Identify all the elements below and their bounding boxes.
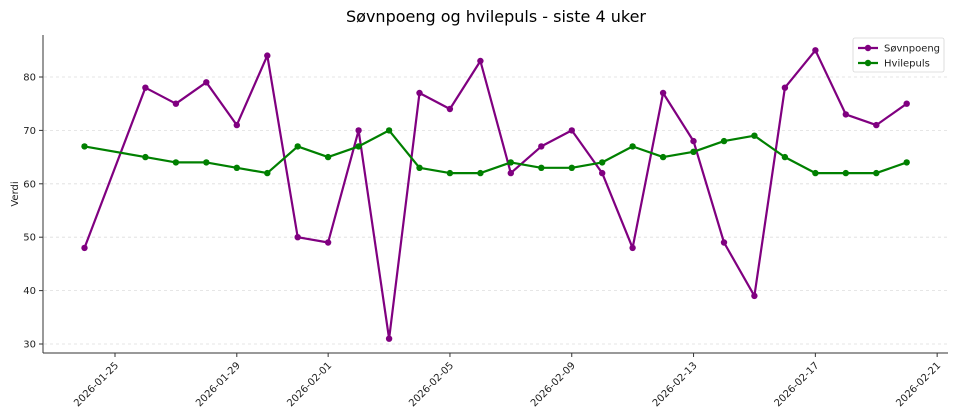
data-point	[842, 111, 849, 118]
data-point	[355, 127, 362, 134]
x-tick-label: 2026-02-17	[773, 360, 822, 409]
y-tick-label: 40	[23, 286, 36, 297]
y-tick-label: 30	[23, 340, 36, 351]
data-point	[385, 127, 393, 134]
data-point	[629, 244, 636, 252]
data-point	[324, 239, 332, 246]
legend-item: Søvnpoeng	[858, 44, 940, 55]
data-point	[812, 47, 819, 54]
data-point	[690, 137, 697, 145]
y-tick-label: 50	[23, 233, 36, 244]
data-point	[446, 105, 454, 113]
data-point	[81, 143, 88, 150]
data-point	[659, 89, 667, 97]
data-point	[781, 84, 789, 91]
data-point	[842, 169, 849, 177]
legend-label: Søvnpoeng	[884, 44, 940, 55]
legend-item: Hvilepuls	[858, 59, 930, 70]
chart-title: Søvnpoeng og hvilepuls - siste 4 uker	[346, 7, 646, 26]
legend: Søvnpoeng Hvilepuls	[852, 37, 945, 73]
data-point	[324, 153, 332, 161]
data-point	[477, 57, 484, 65]
data-series	[81, 47, 910, 342]
gridlines	[44, 76, 948, 345]
x-tick-label: 2026-02-01	[285, 360, 334, 409]
data-point	[416, 89, 423, 97]
data-point	[599, 169, 606, 177]
data-point	[294, 143, 301, 150]
legend-marker-icon	[864, 59, 872, 67]
data-point	[599, 159, 606, 166]
data-point	[720, 137, 728, 145]
data-point	[142, 84, 149, 91]
x-tick-label: 2026-02-09	[529, 360, 578, 409]
data-point	[538, 143, 545, 150]
data-point	[233, 164, 240, 171]
data-point	[203, 159, 210, 166]
y-tick-label: 80	[23, 73, 36, 84]
legend-label: Hvilepuls	[884, 59, 930, 70]
data-point	[568, 164, 575, 171]
data-point	[720, 239, 728, 246]
x-tick-label: 2026-01-29	[194, 360, 243, 409]
data-point	[416, 164, 423, 171]
y-axis-ticks: 30 40 50 60 70 80	[23, 73, 43, 351]
data-point	[812, 169, 819, 177]
data-point	[781, 153, 789, 161]
x-tick-label: 2026-02-13	[651, 360, 700, 409]
y-axis-label: Verdi	[10, 181, 21, 206]
axes	[42, 35, 948, 354]
data-point	[446, 169, 454, 177]
data-point	[507, 169, 514, 177]
series-line	[84, 129, 908, 175]
data-point	[477, 169, 484, 177]
data-point	[355, 143, 362, 150]
data-point	[751, 292, 758, 300]
data-point	[203, 79, 210, 86]
y-tick-label: 70	[23, 126, 36, 137]
data-point	[142, 153, 149, 161]
data-point	[873, 169, 880, 177]
data-point	[629, 143, 636, 150]
data-point	[172, 100, 180, 107]
series-line	[83, 49, 908, 340]
x-tick-label: 2026-01-25	[72, 360, 121, 409]
data-point	[507, 159, 514, 166]
legend-marker-icon	[864, 44, 872, 52]
data-point	[903, 159, 910, 166]
data-point	[568, 127, 575, 134]
y-tick-label: 60	[23, 179, 36, 190]
data-point	[81, 244, 88, 252]
data-point	[751, 132, 758, 139]
series-hvilepuls	[81, 127, 910, 177]
series-søvnpoeng	[81, 47, 910, 342]
data-point	[659, 153, 667, 161]
data-point	[538, 164, 545, 171]
data-point	[873, 121, 880, 129]
x-tick-label: 2026-02-21	[894, 360, 943, 409]
data-point	[233, 121, 240, 129]
x-tick-label: 2026-02-05	[407, 360, 456, 409]
data-point	[294, 234, 301, 241]
data-point	[690, 148, 697, 155]
data-point	[264, 169, 271, 177]
data-point	[903, 100, 910, 107]
x-axis-ticks: 2026-01-25 2026-01-29 2026-02-01 2026-02-05…	[72, 353, 943, 409]
data-point	[385, 335, 393, 342]
data-point	[172, 159, 180, 166]
data-point	[264, 52, 271, 59]
